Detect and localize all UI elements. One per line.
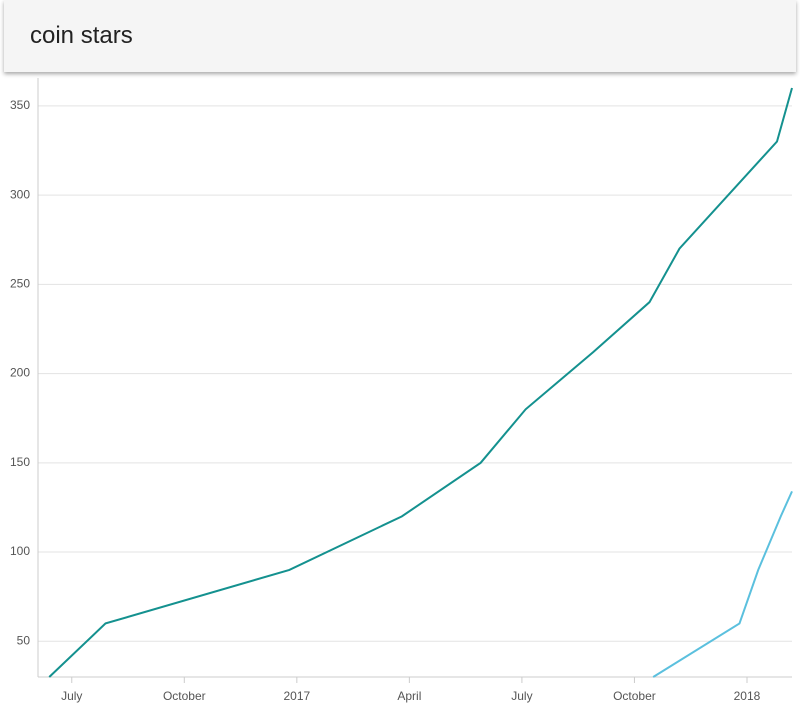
y-tick-label: 350 <box>10 98 30 112</box>
x-tick-label: April <box>397 689 421 703</box>
chart-title: coin stars <box>30 22 133 49</box>
y-tick-label: 300 <box>10 187 30 201</box>
x-tick-label: July <box>61 689 82 703</box>
x-tick-label: 2017 <box>283 689 310 703</box>
x-tick-label: July <box>511 689 532 703</box>
y-tick-label: 50 <box>17 633 31 647</box>
x-tick-label: October <box>163 689 206 703</box>
y-tick-label: 250 <box>10 277 30 291</box>
y-tick-label: 200 <box>10 366 30 380</box>
line <box>652 490 793 678</box>
y-tick-label: 100 <box>10 544 30 558</box>
x-tick-label: October <box>613 689 656 703</box>
x-tick-label: 2018 <box>734 689 761 703</box>
y-tick-label: 150 <box>10 455 30 469</box>
line <box>48 87 793 678</box>
header-bar: coin stars <box>4 0 796 72</box>
